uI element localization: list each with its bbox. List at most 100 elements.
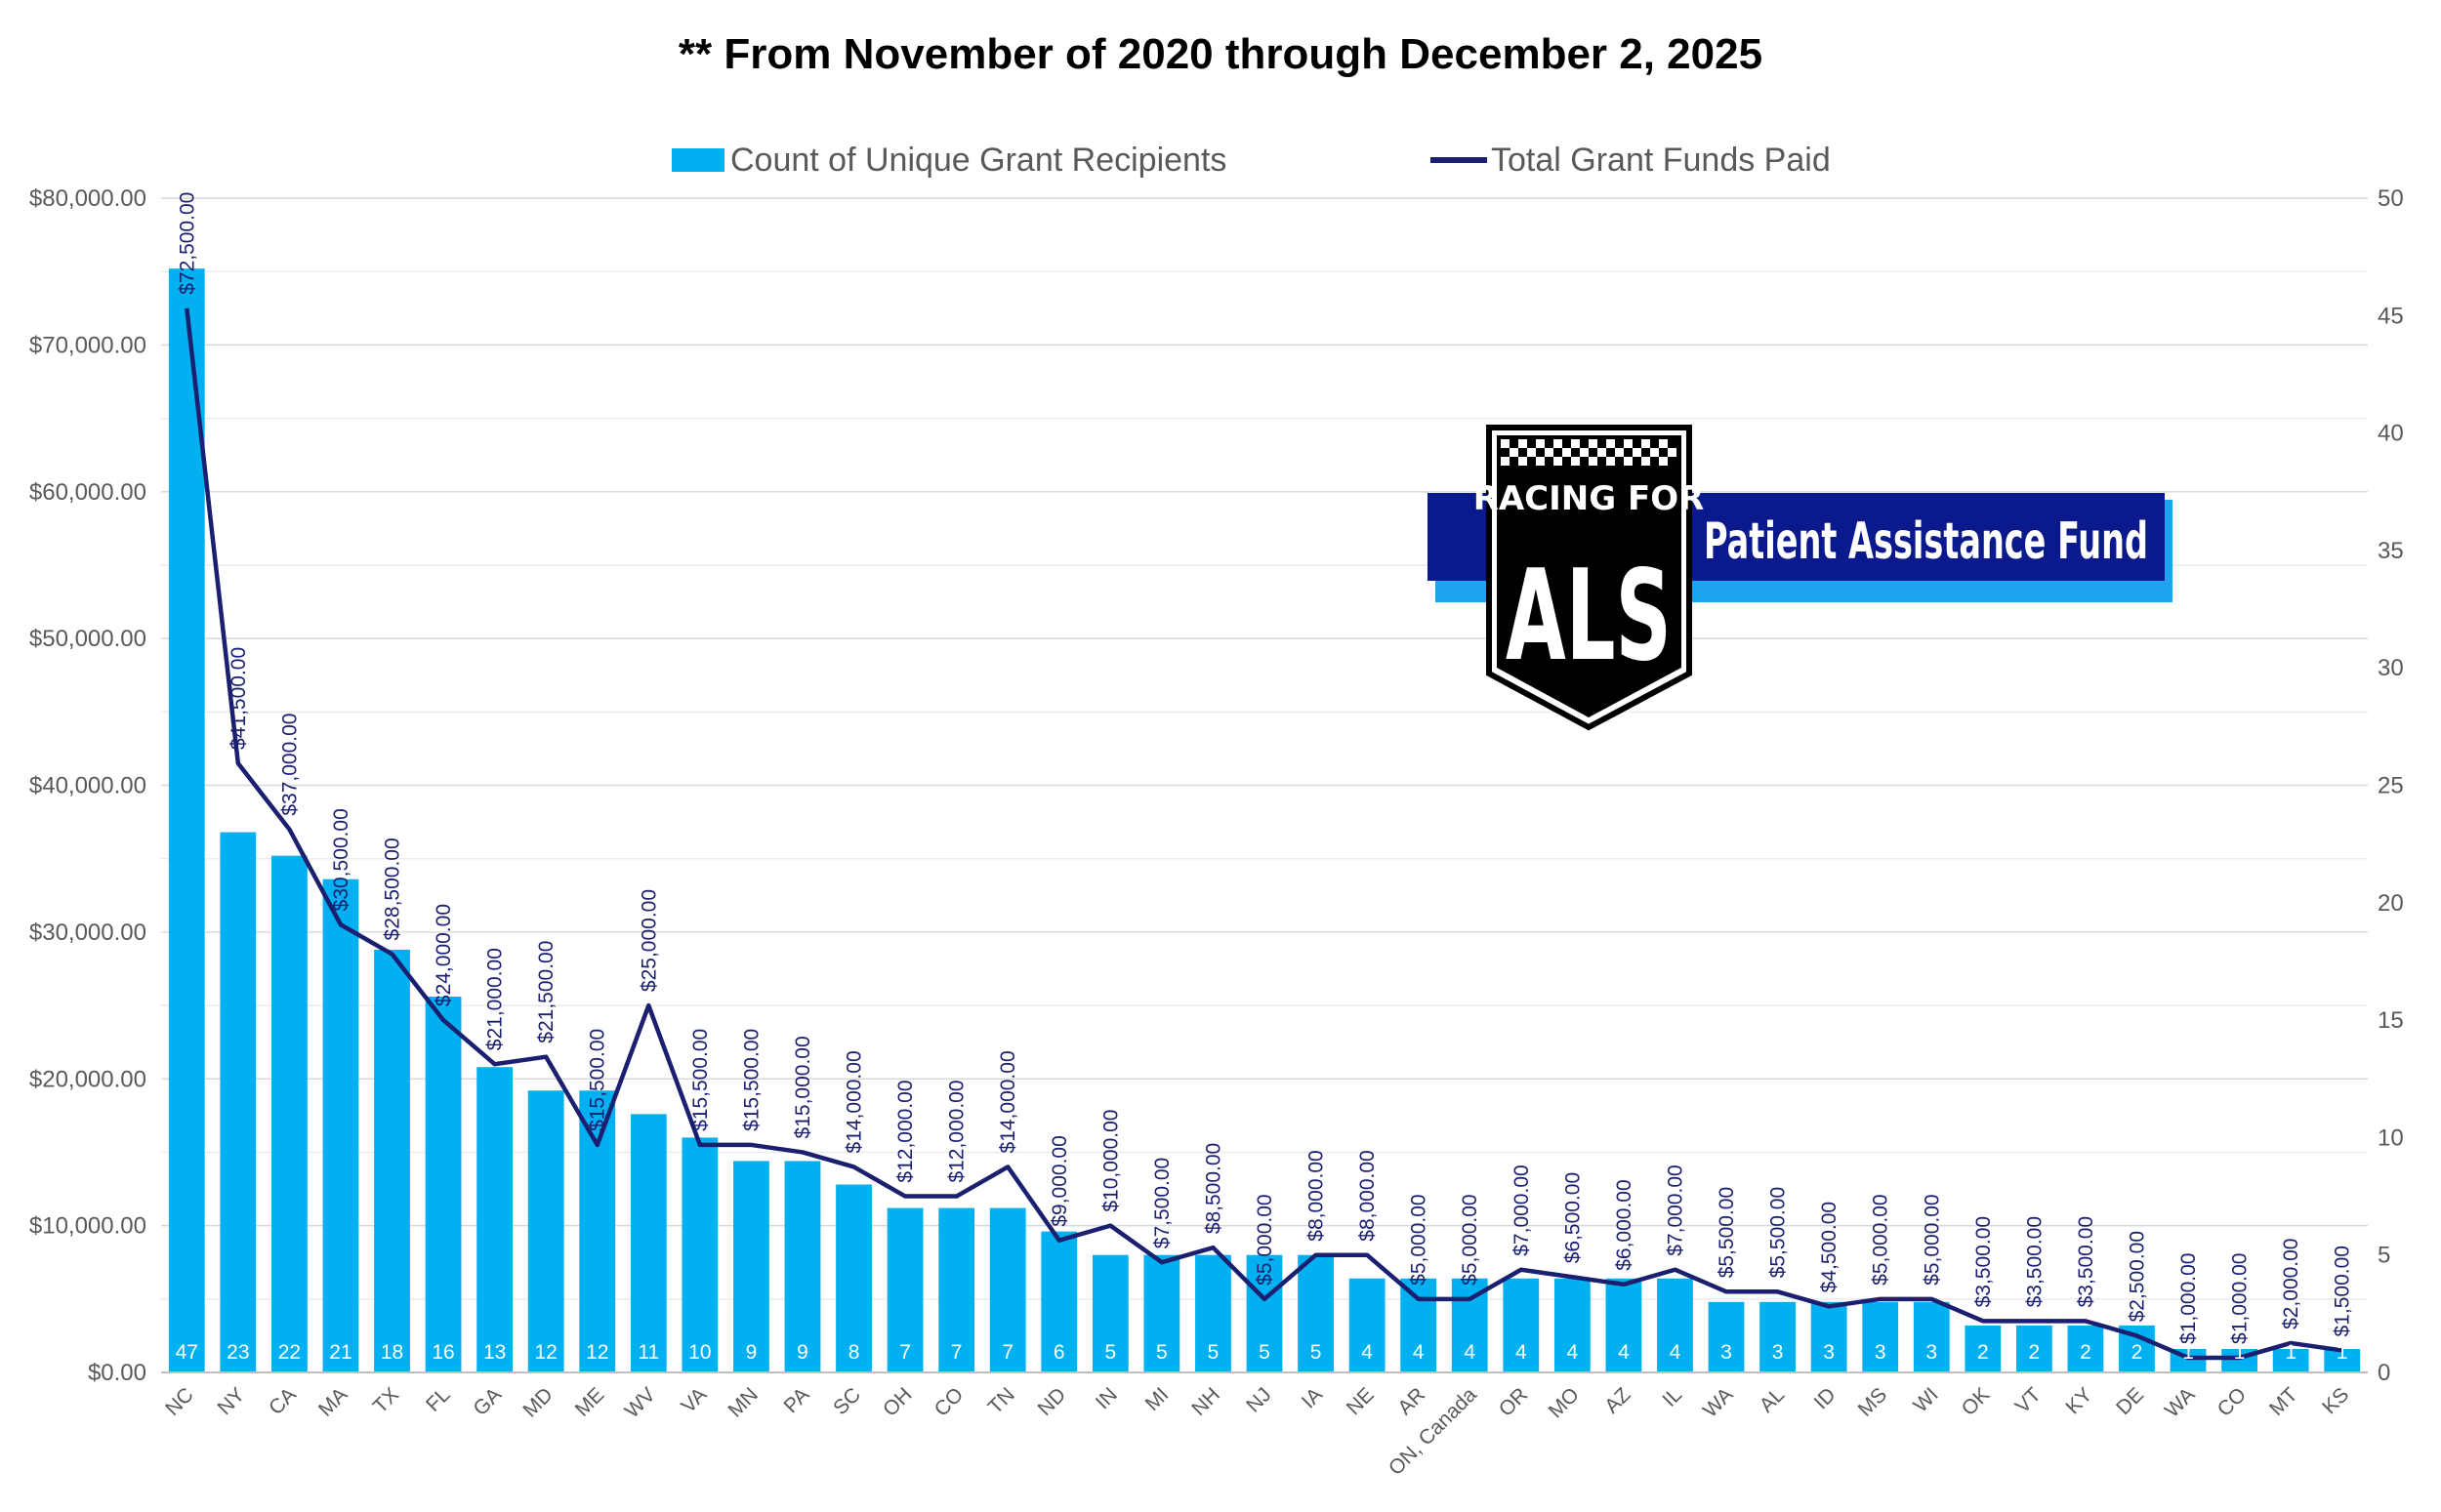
checker-square [1659,457,1668,466]
line-value-label: $1,000.00 [2177,1253,2200,1344]
line-value-label: $1,000.00 [2229,1253,2252,1344]
line-value-label: $72,500.00 [176,192,198,295]
x-tick-label: MT [2265,1383,2302,1420]
bar [1246,1254,1283,1372]
bar [168,268,205,1373]
checkered-flag-pattern [1501,439,1676,466]
line-value-label: $30,500.00 [330,808,352,911]
bar [2272,1348,2309,1372]
bar [1553,1278,1591,1372]
bar [425,997,462,1372]
checker-square [1536,457,1545,466]
x-tick-label: MA [314,1383,352,1421]
bar [1092,1254,1129,1372]
bar [1143,1254,1180,1372]
x-tick-label: FL [422,1383,455,1416]
line-value-label: $2,500.00 [2126,1231,2148,1322]
bar-value-label: 9 [746,1341,758,1364]
y-right-tick-label: 20 [2378,890,2404,917]
bar [1657,1278,1693,1372]
bar [579,1090,616,1372]
x-tick-label: VA [677,1383,711,1417]
bar-value-label: 3 [1823,1341,1835,1364]
y-right-tick-label: 5 [2378,1243,2390,1269]
line-value-label: $5,500.00 [1767,1187,1790,1278]
bar [1348,1278,1386,1372]
line-value-label: $8,500.00 [1202,1143,1224,1234]
bar [527,1090,564,1372]
x-tick-label: ND [1034,1383,1071,1420]
x-tick-label: AL [1756,1383,1789,1416]
bar-value-label: 18 [381,1341,403,1364]
bar-value-label: 23 [227,1341,249,1364]
checker-square [1553,457,1562,466]
x-tick-label: OR [1495,1383,1533,1421]
bar [1503,1278,1540,1372]
legend-line-label: Total Grant Funds Paid [1491,142,1831,179]
checker-square [1536,439,1545,448]
y-left-tick-label: $50,000.00 [29,626,146,652]
bar-value-label: 3 [1925,1341,1937,1364]
bar-value-label: 3 [1720,1341,1732,1364]
bar [836,1184,872,1372]
bar-value-label: 2 [1977,1341,1989,1364]
bar-value-label: 7 [899,1341,911,1364]
bar-value-label: 21 [329,1341,352,1364]
bar-value-label: 7 [1002,1341,1014,1364]
logo-als: ALS [1506,544,1672,689]
x-tick-label: NH [1187,1383,1224,1420]
logo-racing-for: RACING FOR [1473,479,1705,518]
bar [2015,1325,2052,1372]
bar-value-label: 2 [2080,1341,2091,1364]
checker-square [1501,439,1510,448]
bar-value-label: 2 [2029,1341,2041,1364]
checker-square [1597,448,1606,457]
line-value-label: $12,000.00 [946,1080,969,1182]
y-right-tick-label: 45 [2378,303,2404,329]
bar-value-label: 5 [1104,1341,1116,1364]
checker-square [1518,439,1527,448]
x-tick-label: CO [931,1383,969,1421]
bar-value-label: 1 [2234,1341,2246,1364]
bar-value-label: 16 [432,1341,454,1364]
y-right-tick-label: 50 [2378,185,2404,212]
bar [938,1207,975,1372]
line-value-label: $3,500.00 [2023,1216,2046,1307]
x-tick-label: NC [161,1383,198,1420]
line-value-label: $6,000.00 [1613,1179,1635,1270]
x-tick-label: IL [1658,1383,1686,1411]
line-value-label: $5,000.00 [1870,1194,1892,1285]
bar-value-label: 1 [2285,1341,2296,1364]
x-tick-label: DE [2112,1383,2148,1419]
x-tick-label: OK [1958,1383,1995,1420]
bar [630,1114,667,1372]
y-left-tick-label: $40,000.00 [29,773,146,799]
line-series [185,307,2343,1361]
y-left-tick-label: $70,000.00 [29,332,146,358]
checker-square [1501,457,1510,466]
x-tick-label: SC [829,1383,865,1419]
bar [887,1207,924,1372]
y-right-tick-label: 30 [2378,655,2404,681]
bar-value-label: 47 [176,1341,198,1364]
bar-value-label: 2 [2131,1341,2143,1364]
bar-value-label: 11 [638,1341,659,1364]
line-value-label: $4,500.00 [1818,1202,1841,1292]
bar-value-label: 4 [1464,1341,1475,1364]
line-value-label: $8,000.00 [1305,1150,1328,1241]
bar [1810,1301,1847,1372]
y-right-tick-label: 25 [2378,773,2404,799]
line-value-label: $15,500.00 [740,1029,763,1131]
bar [1605,1278,1642,1372]
x-tick-label: MS [1854,1383,1892,1421]
line-value-label: $7,000.00 [1510,1165,1533,1255]
x-tick-label: CA [265,1383,301,1419]
x-tick-label: NJ [1242,1383,1275,1416]
bar-value-label: 5 [1156,1341,1168,1364]
bar-value-label: 4 [1361,1341,1373,1364]
checker-square [1641,457,1650,466]
chart-title: ** From November of 2020 through Decembe… [679,30,1762,78]
data-labels: 47 23 22 21 18 16 13 12 12 11 10 9 9 8 7 7 7 6 5 5 5 5 5 4 4 4 4 4 4… [176,192,2354,1364]
x-tick-label: AR [1393,1383,1429,1419]
